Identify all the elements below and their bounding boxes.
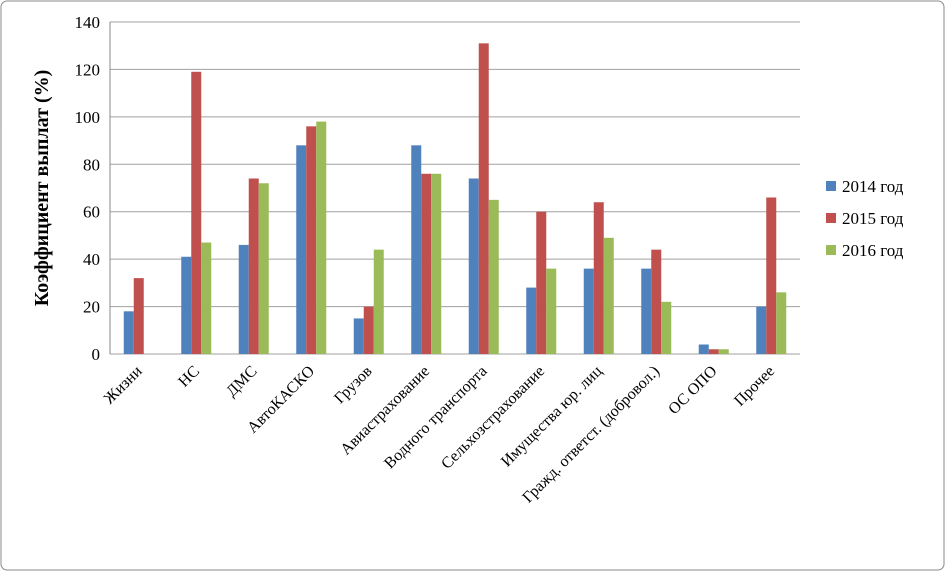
bar (603, 237, 614, 354)
bar (306, 126, 317, 354)
bar (776, 292, 787, 354)
bar (546, 268, 557, 354)
bar (468, 178, 479, 354)
bar (583, 268, 594, 354)
y-tick-label: 100 (75, 108, 101, 127)
bar (593, 202, 604, 354)
bar (411, 145, 422, 354)
bar (133, 278, 144, 354)
bar (181, 256, 192, 354)
legend-label: 2016 год (842, 241, 904, 260)
y-tick-label: 20 (83, 298, 100, 317)
bar (641, 268, 652, 354)
bar (698, 344, 709, 354)
legend-label: 2015 год (842, 209, 904, 228)
y-axis-label: Коэффициент выплат (%) (31, 70, 53, 307)
bar (191, 71, 202, 355)
bar (296, 145, 307, 354)
bar (651, 249, 662, 354)
bar (766, 197, 777, 354)
y-tick-label: 140 (75, 13, 101, 32)
bar (526, 287, 537, 354)
bar (421, 173, 432, 354)
legend-swatch (826, 245, 836, 255)
legend-label: 2014 год (842, 177, 904, 196)
bar (431, 173, 442, 354)
bar (201, 242, 212, 354)
y-tick-label: 60 (83, 203, 100, 222)
bar (536, 211, 547, 354)
bar (718, 349, 729, 354)
bar (353, 318, 364, 354)
y-tick-label: 120 (75, 60, 101, 79)
legend-swatch (826, 181, 836, 191)
bar (363, 306, 374, 354)
bar (238, 244, 249, 354)
bar (756, 306, 767, 354)
y-tick-label: 40 (83, 250, 100, 269)
legend-swatch (826, 213, 836, 223)
y-tick-label: 80 (83, 155, 100, 174)
bar (661, 301, 672, 354)
bar (123, 311, 134, 354)
bar (373, 249, 384, 354)
y-tick-label: 0 (92, 345, 101, 364)
bar (316, 121, 327, 354)
bar (248, 178, 259, 354)
bar (708, 349, 719, 354)
bar (258, 183, 269, 354)
bar (488, 199, 499, 354)
bar (478, 43, 489, 354)
